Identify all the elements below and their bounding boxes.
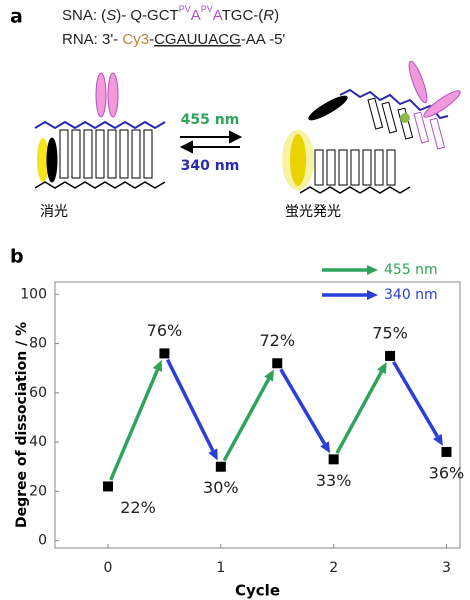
legend-label: 340 nm	[384, 287, 438, 303]
seq-part: CGAUUACG	[154, 31, 241, 48]
y-tick-label: 60	[29, 385, 47, 401]
fluorescent-state	[282, 60, 463, 193]
x-tick-label: 3	[442, 560, 451, 576]
data-label: 72%	[259, 331, 295, 350]
data-point	[385, 351, 395, 361]
plot-frame	[55, 282, 460, 548]
arrow-shaft	[111, 370, 158, 480]
data-label: 33%	[316, 471, 352, 490]
figure: a SNA: (S)- Q-GCTPVAPVATGC-(R) RNA: 3'- …	[0, 0, 470, 600]
legend-label: 455 nm	[384, 262, 438, 278]
arrow-shaft	[224, 379, 268, 460]
x-tick-label: 0	[104, 560, 113, 576]
seq-part: R	[263, 7, 274, 24]
data-point	[216, 462, 226, 472]
seq-part: Cy3	[122, 31, 149, 48]
x-tick-label: 1	[216, 560, 225, 576]
arrow-head	[367, 265, 378, 275]
forward-light: 455 nm	[181, 112, 240, 128]
y-tick-label: 100	[20, 286, 47, 302]
arrow-shaft	[394, 362, 438, 436]
seq-part: )- Q-GCT	[116, 7, 178, 24]
y-tick-label: 20	[29, 483, 47, 499]
x-tick-label: 2	[329, 560, 338, 576]
panel-label: b	[10, 246, 24, 268]
sna-sequence: SNA: (S)- Q-GCTPVAPVATGC-(R)	[62, 4, 279, 24]
seq-part: PV	[201, 4, 213, 14]
y-tick-label: 0	[38, 533, 47, 549]
data-point	[103, 481, 113, 491]
data-point	[272, 358, 282, 368]
transition-arrow	[168, 360, 218, 461]
rna-sequence: RNA: 3'- Cy3-CGAUUACG-AA -5'	[62, 31, 285, 48]
seq-part: SNA: (	[62, 7, 106, 24]
data-point	[159, 348, 169, 358]
y-tick-label: 80	[29, 336, 47, 352]
data-label: 75%	[372, 323, 408, 342]
reverse-light: 340 nm	[181, 158, 240, 174]
seq-part: )	[274, 7, 279, 24]
quenched-duplex	[35, 73, 165, 188]
chart: 0 20 40 60 80 100 0 1 2 3 Cycle Degree of dissociat…	[14, 262, 464, 600]
seq-part: -AA -5'	[241, 31, 286, 48]
state-label: 蛍光発光	[285, 204, 341, 220]
arrow-shaft	[281, 369, 325, 443]
transition-arrow	[281, 369, 330, 453]
data-point	[441, 447, 451, 457]
data-label: 30%	[203, 478, 239, 497]
transition-arrow	[224, 369, 274, 460]
data-label: 36%	[429, 463, 465, 482]
panel-label: a	[10, 6, 23, 28]
arrow-shaft	[337, 372, 381, 453]
seq-part: RNA: 3'-	[62, 31, 122, 48]
transition-arrow	[337, 362, 387, 453]
seq-part: S	[106, 7, 116, 24]
data-label: 76%	[147, 321, 183, 340]
legend-swatch	[322, 265, 378, 275]
y-axis-title: Degree of dissociation / %	[14, 322, 30, 528]
arrow-head	[367, 290, 378, 300]
state-label: 消光	[40, 204, 68, 220]
transition-arrow	[111, 360, 162, 480]
arrow-shaft	[168, 360, 213, 451]
seq-part: TGC-(	[222, 7, 264, 24]
page: a SNA: (S)- Q-GCTPVAPVATGC-(R) RNA: 3'- …	[0, 0, 470, 600]
x-axis-title: Cycle	[235, 582, 280, 600]
equilibrium-arrows	[180, 132, 240, 152]
seq-part: A	[191, 7, 201, 24]
data-point	[329, 454, 339, 464]
data-label: 22%	[120, 498, 156, 517]
seq-part: PV	[179, 4, 191, 14]
legend-swatch	[322, 290, 378, 300]
y-tick-label: 40	[29, 434, 47, 450]
transition-arrow	[394, 362, 443, 446]
